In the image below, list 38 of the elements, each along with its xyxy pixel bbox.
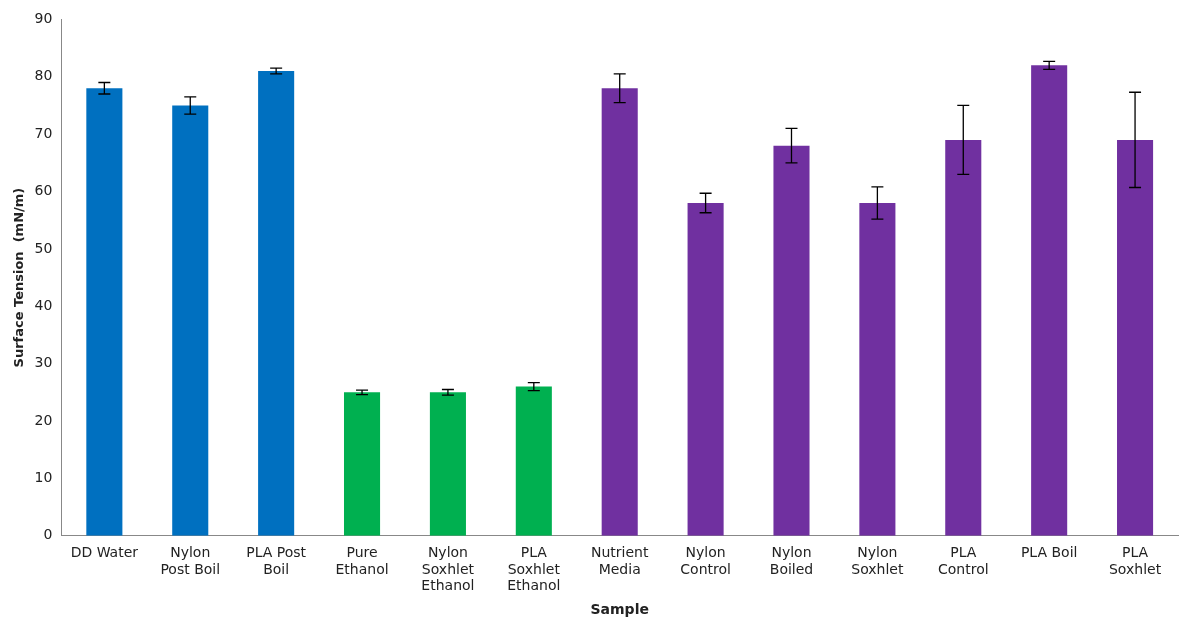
x-tick-label: PLA Post Boil [246, 543, 307, 577]
x-tick-label: Nylon Control [680, 543, 731, 577]
bar [515, 386, 552, 536]
y-tick-label: 80 [34, 67, 53, 84]
bar [1117, 139, 1154, 536]
y-axis-title: Surface Tension (mN/m) [11, 187, 27, 368]
bar [945, 139, 982, 536]
bar [172, 105, 209, 536]
y-tick-label: 10 [34, 469, 53, 486]
y-tick-label: 50 [34, 239, 53, 256]
x-tick-label: Nylon Post Boil [160, 543, 221, 577]
y-tick-label: 90 [34, 10, 53, 27]
y-tick-label: 30 [34, 354, 53, 371]
y-tick-label: 40 [34, 296, 53, 313]
bar [773, 145, 810, 536]
y-tick-label: 70 [34, 124, 53, 141]
x-tick-label: DD Water [70, 543, 139, 560]
bar [258, 71, 295, 536]
x-tick-label: PLA Soxhlet [1108, 543, 1162, 577]
bar [429, 392, 466, 536]
x-tick-label: PLA Soxhlet Ethanol [507, 543, 561, 594]
bar [86, 88, 123, 536]
x-tick-label: Nutrient Media [590, 543, 649, 577]
x-tick-label: Pure Ethanol [335, 543, 389, 577]
y-tick-label: 0 [43, 526, 53, 543]
x-tick-label: Nylon Boiled [769, 543, 814, 577]
y-tick-label: 20 [34, 411, 53, 428]
x-tick-label: PLA Boil [1020, 543, 1078, 560]
x-tick-label: PLA Control [937, 543, 989, 577]
bar [1031, 65, 1068, 536]
x-axis-title: Sample [590, 601, 649, 618]
bar [687, 203, 724, 536]
x-tick-label: Nylon Soxhlet Ethanol [421, 543, 475, 594]
bar [344, 392, 381, 536]
bar [601, 88, 638, 536]
bar [859, 203, 896, 536]
x-tick-label: Nylon Soxhlet [851, 543, 904, 577]
y-tick-label: 60 [34, 182, 53, 199]
